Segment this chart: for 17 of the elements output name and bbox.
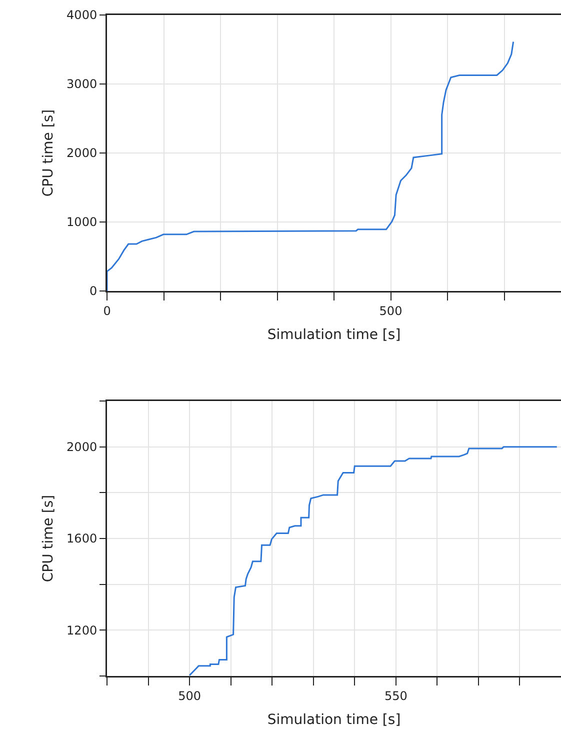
- x-axis-title: Simulation time [s]: [267, 326, 401, 343]
- y-axis-title: CPU time [s]: [40, 109, 56, 197]
- x-tick-label: 500: [178, 688, 202, 703]
- y-tick-label: 1200: [66, 623, 98, 638]
- x-tick-label: 550: [384, 688, 408, 703]
- line-series: [107, 41, 514, 291]
- y-tick-label: 1600: [66, 532, 98, 546]
- line-series: [188, 446, 558, 676]
- y-tick-label: 3000: [66, 77, 98, 92]
- y-tick-label: 4000: [66, 8, 98, 22]
- x-axis-title: Simulation time [s]: [267, 712, 401, 728]
- y-tick-label: 2000: [66, 146, 98, 160]
- y-tick-label: 2000: [66, 440, 98, 454]
- y-tick-label: 1000: [66, 215, 98, 230]
- y-axis-title: CPU time [s]: [40, 494, 56, 582]
- x-tick-label: 500: [379, 304, 402, 318]
- y-tick-label: 0: [89, 284, 98, 298]
